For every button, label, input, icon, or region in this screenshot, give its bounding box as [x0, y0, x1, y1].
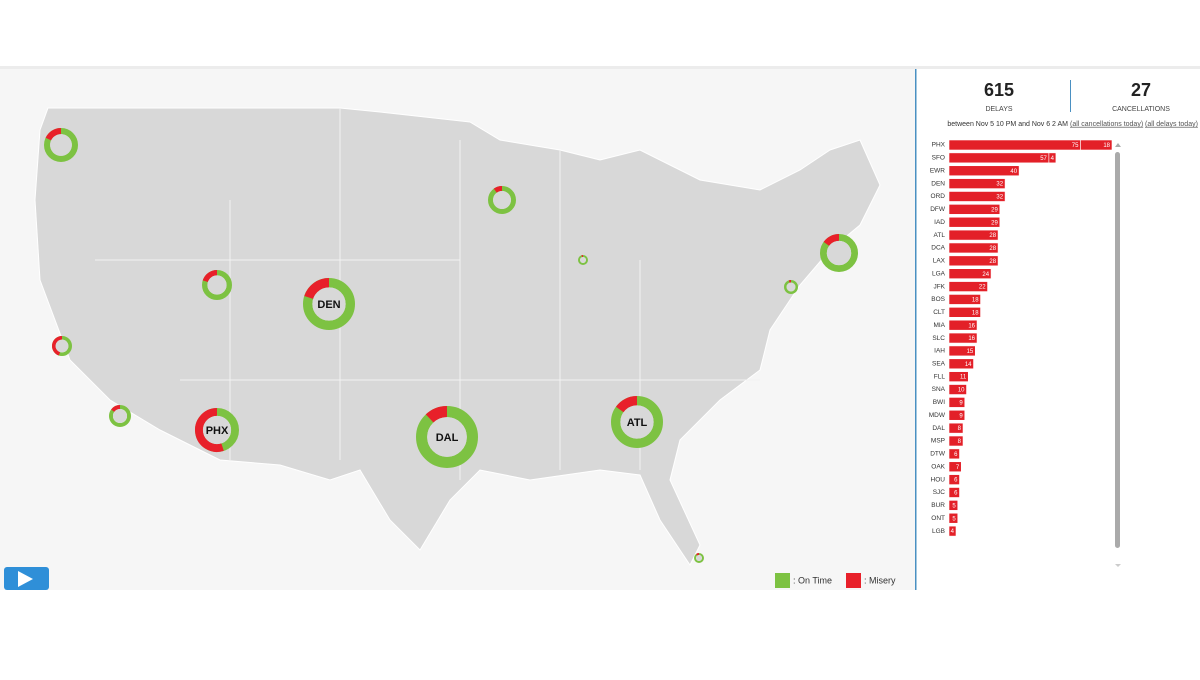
legend-label: : Misery	[864, 575, 896, 585]
bar-category: DCA	[931, 245, 945, 252]
bar-value: 29	[991, 220, 998, 226]
stat-divider	[1070, 80, 1071, 112]
bar-category: LGB	[932, 528, 945, 535]
bar-category: ATL	[934, 232, 946, 239]
donut-hole	[696, 555, 702, 561]
bar-category: PHX	[932, 142, 946, 149]
bar-category: DEN	[931, 180, 945, 187]
bar-value: 40	[1010, 169, 1017, 175]
scrollbar[interactable]	[1115, 152, 1120, 548]
bar-value: 32	[996, 195, 1003, 201]
delays-label: DELAYS	[985, 106, 1012, 113]
bar-value: 22	[979, 285, 986, 291]
bar-category: ONT	[931, 515, 945, 522]
bar-category: SLC	[932, 335, 945, 342]
bar	[949, 166, 1019, 176]
bar-category: MSP	[931, 438, 945, 445]
bar-value: 18	[972, 298, 979, 304]
bar-value: 15	[967, 349, 974, 355]
airport-label: DEN	[317, 299, 340, 311]
bar-value: 57	[1040, 156, 1047, 162]
bar-category: FLL	[934, 373, 946, 380]
bar-category: OAK	[931, 463, 945, 470]
bar-value: 11	[960, 375, 967, 381]
bar-category: LAX	[933, 258, 946, 265]
bar	[949, 140, 1080, 150]
bar-category: BOS	[931, 296, 945, 303]
donut-hole	[56, 340, 69, 353]
scroll-up[interactable]	[1115, 143, 1121, 147]
bar-category: JFK	[933, 283, 945, 290]
bar-category: HOU	[931, 476, 946, 483]
bar-value: 16	[968, 323, 975, 329]
header-shadow	[0, 66, 1200, 69]
bar-category: CLT	[933, 309, 945, 316]
bar	[949, 153, 1049, 163]
bar-category: BWI	[933, 399, 945, 406]
bar-category: ORD	[931, 193, 946, 200]
bar-value: 14	[965, 362, 972, 368]
bar-category: LGA	[932, 270, 946, 277]
bar-category: DFW	[930, 206, 946, 213]
airport-label: PHX	[206, 425, 229, 437]
bar-category: IAH	[934, 348, 945, 355]
bar-category: DTW	[930, 451, 946, 458]
bar-category: DAL	[932, 425, 945, 432]
legend-swatch	[846, 573, 861, 588]
legend-swatch	[775, 573, 790, 588]
bar-category: MDW	[929, 412, 946, 419]
donut-misery	[495, 189, 502, 191]
bar-category: MIA	[933, 322, 945, 329]
bar-value: 28	[989, 246, 996, 252]
delays-count: 615	[984, 80, 1014, 100]
airport-label: DAL	[436, 432, 459, 444]
scroll-down[interactable]	[1115, 564, 1121, 567]
donut-hole	[493, 191, 511, 209]
panel-divider	[915, 69, 917, 590]
bar-value: 32	[996, 182, 1003, 188]
bar-value: 16	[968, 336, 975, 342]
donut-hole	[827, 241, 851, 265]
header	[0, 0, 1200, 66]
bar-value: 18	[972, 310, 979, 316]
bar-value: 28	[989, 233, 996, 239]
link[interactable]: (all delays today)	[1145, 121, 1198, 128]
bar-category: SEA	[932, 361, 946, 368]
donut-hole	[50, 134, 72, 156]
bar-value: 24	[982, 272, 989, 278]
range-text: between Nov 5 10 PM and Nov 6 2 AM	[947, 121, 1068, 128]
bar-category: SFO	[932, 155, 945, 162]
donut-hole	[207, 275, 226, 294]
donut-misery	[697, 554, 699, 555]
airport-label: ATL	[627, 417, 648, 429]
donut-hole	[580, 257, 586, 263]
donut-hole	[113, 409, 127, 423]
cancellations-count: 27	[1131, 80, 1151, 100]
cancellations-label: CANCELLATIONS	[1112, 106, 1170, 113]
bar-value: 28	[989, 259, 996, 265]
legend-label: : On Time	[793, 575, 832, 585]
bar-category: IAD	[934, 219, 945, 226]
bar-value: 29	[991, 207, 998, 213]
donut-hole	[787, 283, 796, 292]
bar-category: EWR	[930, 167, 945, 174]
bar-value: 75	[1072, 143, 1079, 149]
bar-category: SJC	[933, 489, 946, 496]
bar-category: BUR	[931, 502, 945, 509]
bar-value: 18	[1103, 143, 1110, 149]
bar-value: 10	[958, 388, 965, 394]
link[interactable]: (all cancellations today)	[1070, 121, 1143, 128]
bar-category: SNA	[932, 386, 946, 393]
